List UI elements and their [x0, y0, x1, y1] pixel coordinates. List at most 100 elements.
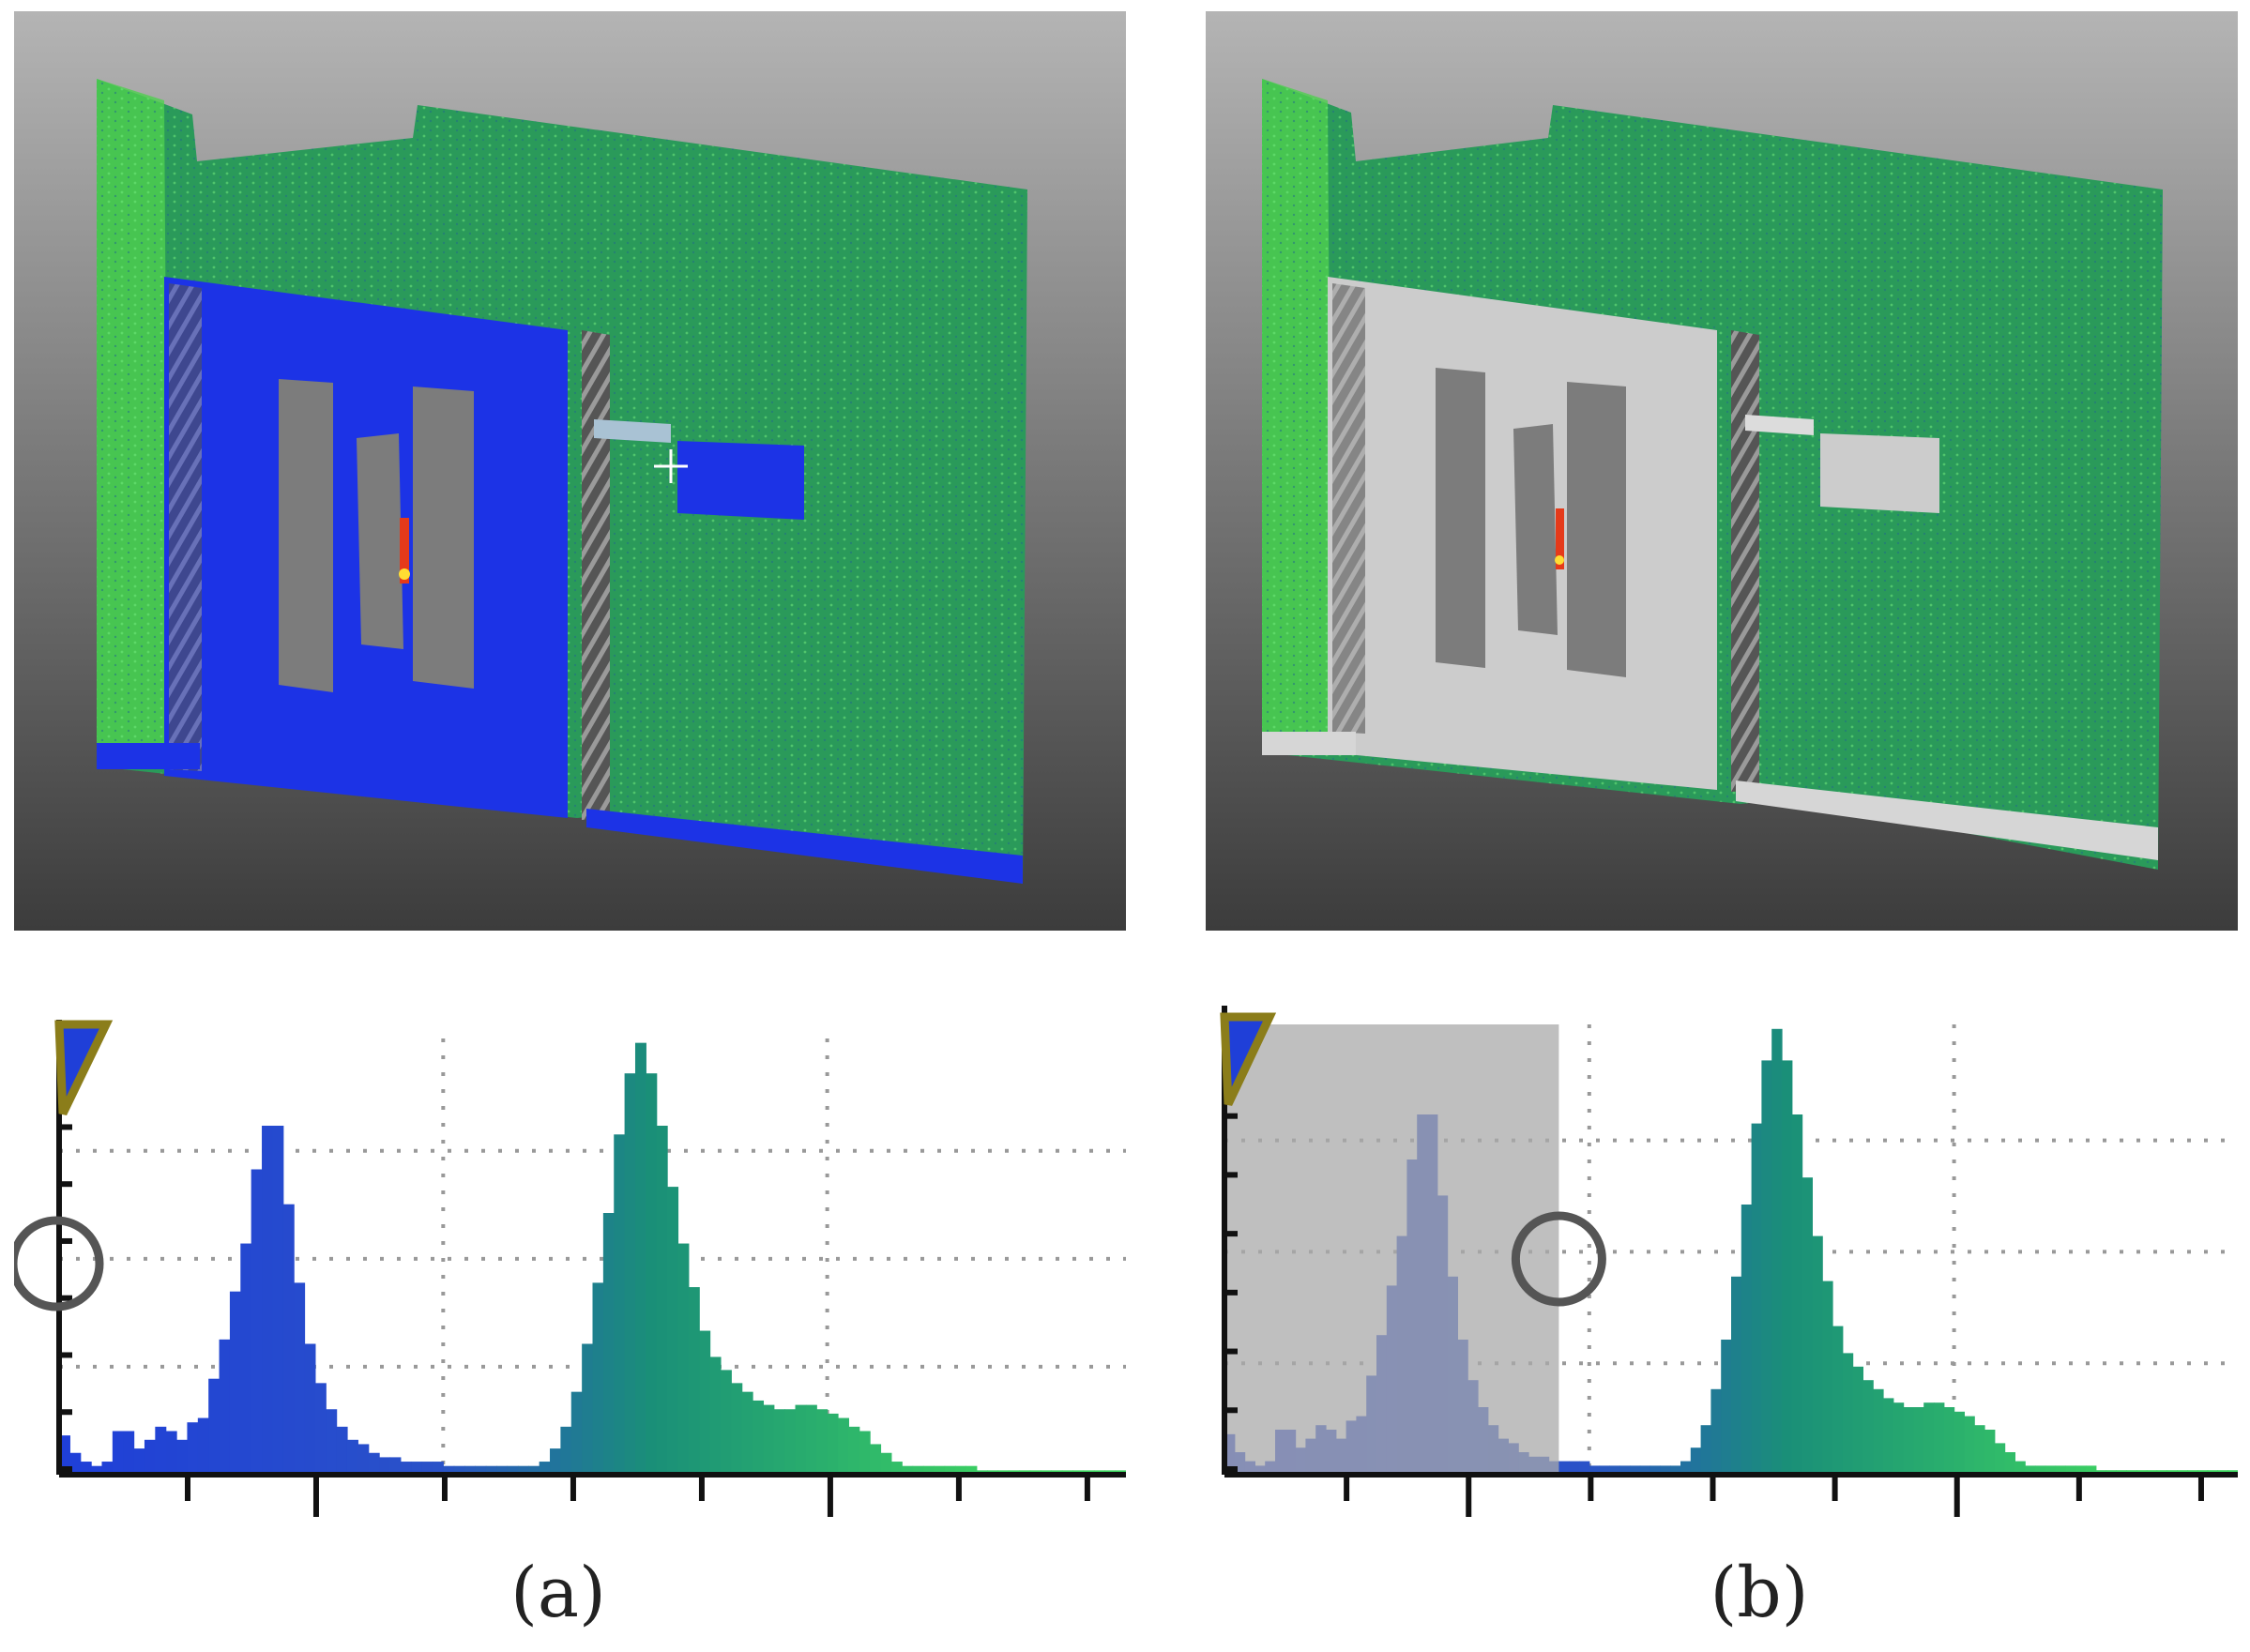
- histogram-bar: [144, 1439, 156, 1475]
- histogram-bar: [2055, 1465, 2066, 1475]
- caption-b: (b): [1710, 1553, 1809, 1633]
- door-seam-highlight: [400, 518, 409, 584]
- histogram-bar: [208, 1378, 220, 1475]
- histogram-bar: [859, 1431, 871, 1475]
- histogram-bar: [688, 1287, 700, 1475]
- histogram-bar: [709, 1356, 722, 1475]
- histogram-bar: [496, 1465, 509, 1475]
- histogram-bar: [2065, 1465, 2076, 1475]
- histogram-bar: [1710, 1388, 1722, 1475]
- door-window-left: [1436, 368, 1485, 668]
- histogram-bar: [1670, 1465, 1681, 1475]
- histogram-bar: [592, 1282, 604, 1475]
- histogram-bar: [1660, 1465, 1671, 1475]
- histogram-bar: [229, 1291, 241, 1475]
- histogram-bar: [389, 1457, 402, 1475]
- histogram-bar: [294, 1282, 306, 1475]
- histogram-bar: [1984, 1430, 1996, 1475]
- histogram-bar: [934, 1465, 946, 1475]
- histogram-bar: [1913, 1407, 1924, 1475]
- histogram-bar: [731, 1383, 743, 1475]
- histogram-bar: [1954, 1411, 1965, 1475]
- door-window-center: [1513, 424, 1558, 635]
- histogram-bar: [187, 1422, 199, 1475]
- histogram-bar: [1569, 1461, 1580, 1475]
- floor-gray-left: [1262, 732, 1356, 755]
- histogram-bars: [59, 1042, 1126, 1475]
- selection-range-overlay[interactable]: [1224, 1024, 1559, 1475]
- histogram-bar: [602, 1213, 615, 1475]
- door-hatch-left: [1332, 283, 1365, 734]
- histogram-bar: [101, 1462, 114, 1475]
- histogram-a[interactable]: [14, 996, 1126, 1559]
- histogram-bar: [795, 1404, 807, 1475]
- door-handle-marker: [1555, 555, 1564, 565]
- histogram-bar: [699, 1330, 711, 1475]
- histogram-bar: [2014, 1461, 2026, 1475]
- histogram-bar: [123, 1431, 135, 1475]
- histogram-bar: [1832, 1326, 1844, 1475]
- floor-blue-left: [97, 743, 200, 769]
- histogram-bar: [314, 1383, 327, 1475]
- histogram-bar: [560, 1426, 572, 1475]
- door-seam-highlight: [1556, 508, 1564, 569]
- crosshair-cursor: [654, 449, 688, 483]
- histogram-bar: [133, 1448, 145, 1475]
- histogram-bar: [1619, 1465, 1631, 1475]
- min-threshold-triangle-handle[interactable]: [54, 1020, 114, 1115]
- wall-window: [677, 441, 804, 520]
- histogram-bar: [1943, 1407, 1955, 1475]
- histogram-bar: [741, 1391, 753, 1475]
- histogram-bar: [379, 1457, 391, 1475]
- histogram-bar: [1873, 1388, 1884, 1475]
- histogram-bar: [1639, 1465, 1651, 1475]
- histogram-bar: [1609, 1465, 1620, 1475]
- histogram-bar: [1721, 1340, 1732, 1475]
- histogram-bar: [357, 1444, 370, 1475]
- histogram-bar: [944, 1465, 956, 1475]
- door-window-right: [413, 386, 474, 689]
- histogram-bar: [2075, 1465, 2087, 1475]
- histogram-bar: [1558, 1461, 1570, 1475]
- histogram-bar: [773, 1409, 785, 1475]
- histogram-bar: [464, 1465, 477, 1475]
- histogram-bar: [570, 1391, 583, 1475]
- door-hatch-right: [1731, 330, 1759, 792]
- caption-a: (a): [510, 1553, 606, 1633]
- histogram-bar: [528, 1465, 540, 1475]
- threshold-circle-handle[interactable]: [14, 1216, 104, 1311]
- histogram-bar: [539, 1462, 551, 1475]
- door-window-center: [357, 433, 403, 649]
- min-threshold-triangle-handle[interactable]: [1220, 1012, 1277, 1106]
- histogram-bar: [838, 1417, 849, 1475]
- histogram-bar: [1741, 1205, 1753, 1475]
- histogram-bar: [262, 1126, 273, 1475]
- histogram-bar: [507, 1465, 519, 1475]
- histogram-bar: [112, 1431, 124, 1475]
- histogram-b[interactable]: [1206, 996, 2238, 1559]
- histogram-bar: [1761, 1060, 1772, 1475]
- histogram-bar: [550, 1448, 561, 1475]
- histogram-bar: [1579, 1461, 1590, 1475]
- histogram-bar: [902, 1465, 914, 1475]
- threshold-circle-handle[interactable]: [1511, 1211, 1606, 1307]
- histogram-bar: [1883, 1398, 1894, 1475]
- histogram-bar: [656, 1126, 668, 1475]
- histogram-bar: [646, 1073, 658, 1475]
- histogram-bar: [1599, 1465, 1610, 1475]
- histogram-bar: [197, 1417, 209, 1475]
- histogram-bar: [326, 1409, 338, 1475]
- histogram-bar: [582, 1343, 594, 1475]
- histogram-bar: [485, 1465, 497, 1475]
- histogram-bar: [720, 1370, 732, 1475]
- histogram-bar: [1822, 1281, 1833, 1475]
- histogram-bar: [890, 1462, 903, 1475]
- histogram-bar: [965, 1465, 978, 1475]
- histogram-bar: [1812, 1235, 1823, 1475]
- door-hatch-left: [169, 283, 202, 771]
- histogram-bar: [2035, 1465, 2046, 1475]
- figure-panel-a: (a): [14, 11, 1126, 1633]
- histogram-bar: [1923, 1402, 1935, 1475]
- histogram-bar: [1680, 1461, 1692, 1475]
- histogram-bar: [443, 1465, 455, 1475]
